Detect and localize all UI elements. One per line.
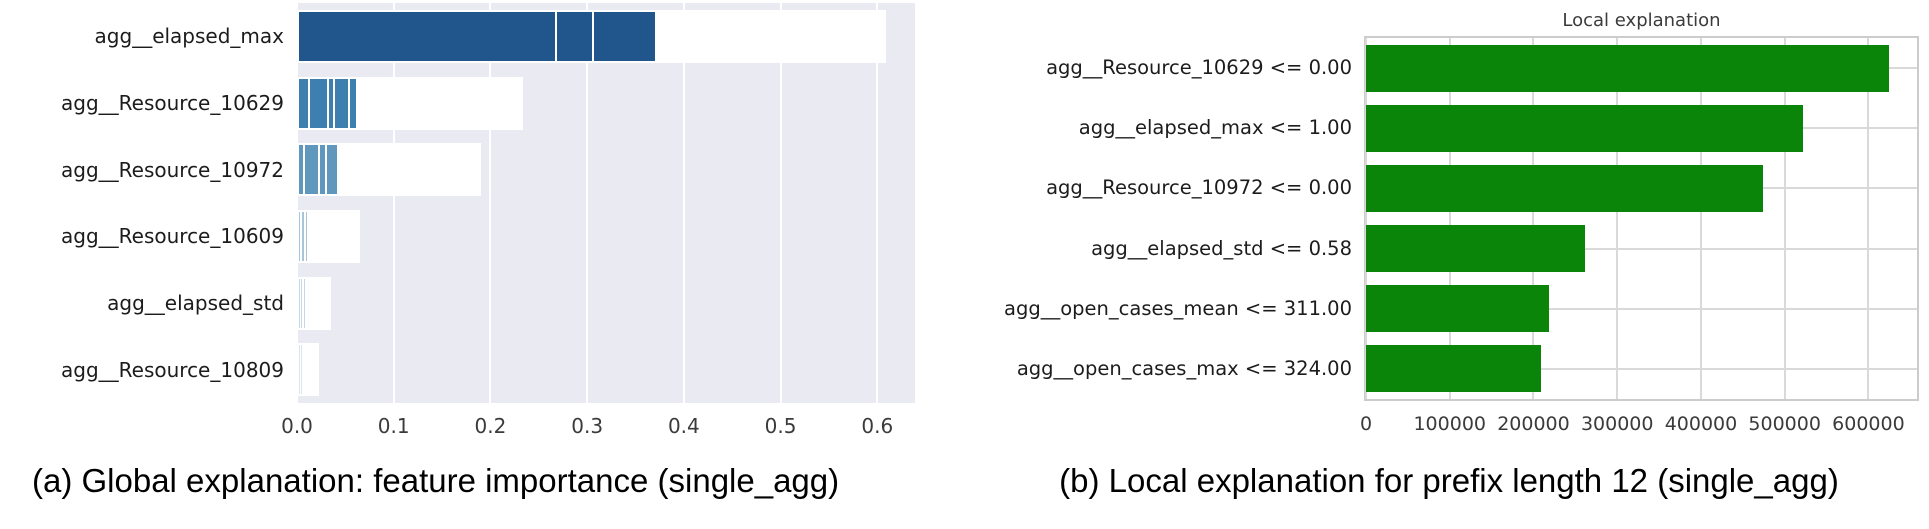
- x-tick-label: 300000: [1580, 413, 1654, 435]
- bar-segment: [593, 11, 655, 61]
- y-axis-label: agg__elapsed_max <= 1.00: [1078, 116, 1352, 140]
- bar: [1366, 285, 1549, 333]
- gridline-x: [1867, 38, 1870, 399]
- gridline-x: [489, 3, 492, 403]
- bar-segment: [556, 11, 592, 61]
- bar-segment: [309, 78, 328, 128]
- bar: [297, 143, 481, 197]
- bar-segment: [350, 78, 357, 128]
- plot-area-local: [1364, 36, 1919, 401]
- chart-title-local: Local explanation: [1562, 10, 1721, 31]
- y-axis-label: agg__Resource_10972 <= 0.00: [1046, 176, 1352, 200]
- bar-segment: [299, 78, 308, 128]
- gridline-y: [1366, 367, 1917, 370]
- y-axis-label: agg__Resource_10629: [61, 91, 284, 115]
- x-tick-label: 600000: [1832, 413, 1905, 435]
- bar-segment: [327, 145, 338, 195]
- y-axis-label: agg__Resource_10972: [61, 157, 284, 182]
- y-axis-label: agg__open_cases_mean <= 311.00: [1004, 296, 1352, 320]
- x-tick-label: 0.2: [474, 414, 507, 438]
- bar-segment: [299, 211, 301, 261]
- bar: [297, 343, 320, 397]
- bar-segment: [305, 211, 307, 261]
- gridline-x: [1448, 38, 1451, 399]
- x-tick-label: 0.1: [377, 414, 410, 438]
- x-tick-label: 0.6: [861, 414, 894, 438]
- x-tick-label: 200000: [1497, 413, 1570, 435]
- bar: [1366, 44, 1890, 92]
- bar-segment: [305, 145, 318, 195]
- y-axis-label: agg__open_cases_max <= 324.00: [1016, 356, 1352, 380]
- bar-segment: [299, 11, 555, 61]
- gridline-x: [296, 3, 298, 403]
- y-axis-label: agg__elapsed_std: [107, 291, 284, 315]
- bar-segment: [302, 211, 304, 261]
- gridline-x: [1532, 38, 1535, 399]
- plot-area-global: [296, 3, 915, 403]
- gridline-x: [392, 3, 395, 403]
- bar: [1366, 345, 1541, 393]
- x-tick-label: 0: [1359, 413, 1373, 435]
- bar: [1366, 225, 1586, 273]
- x-tick-label: 400000: [1664, 413, 1738, 435]
- x-tick-label: 0.3: [571, 414, 604, 438]
- bar: [1366, 104, 1804, 152]
- x-tick-label: 0.5: [764, 414, 797, 438]
- bar: [297, 276, 331, 330]
- x-tick-label: 0.0: [281, 414, 313, 438]
- bar-segment: [319, 145, 326, 195]
- gridline-x: [1616, 38, 1619, 399]
- bar-segment: [335, 78, 349, 128]
- x-tick-label: 500000: [1748, 413, 1821, 435]
- bar: [297, 209, 360, 263]
- bar-segment: [299, 145, 304, 195]
- caption-b: (b) Local explanation for prefix length …: [1059, 462, 1839, 499]
- y-axis-label: agg__Resource_10629 <= 0.00: [1046, 56, 1352, 80]
- gridline-x: [779, 3, 782, 403]
- bar: [297, 76, 524, 130]
- gridline-x: [876, 3, 879, 403]
- y-axis-label: agg__elapsed_std <= 0.58: [1091, 236, 1352, 260]
- gridline-x: [1699, 38, 1702, 399]
- y-axis-label: agg__Resource_10809: [61, 357, 284, 382]
- x-tick-label: 0.4: [667, 414, 700, 438]
- y-axis-label: agg__Resource_10609: [61, 224, 284, 249]
- gridline-x: [682, 3, 685, 403]
- x-tick-label: 100000: [1413, 413, 1486, 435]
- gridline-y: [1366, 247, 1917, 250]
- gridline-x: [1783, 38, 1786, 399]
- bar: [297, 9, 887, 63]
- y-axis-label: agg__elapsed_max: [94, 24, 284, 49]
- caption-a: (a) Global explanation: feature importan…: [32, 462, 840, 499]
- gridline-y: [1366, 307, 1917, 310]
- bar-segment: [329, 78, 334, 128]
- gridline-x: [586, 3, 589, 403]
- gridline-x: [1365, 38, 1367, 399]
- bar: [1366, 164, 1763, 212]
